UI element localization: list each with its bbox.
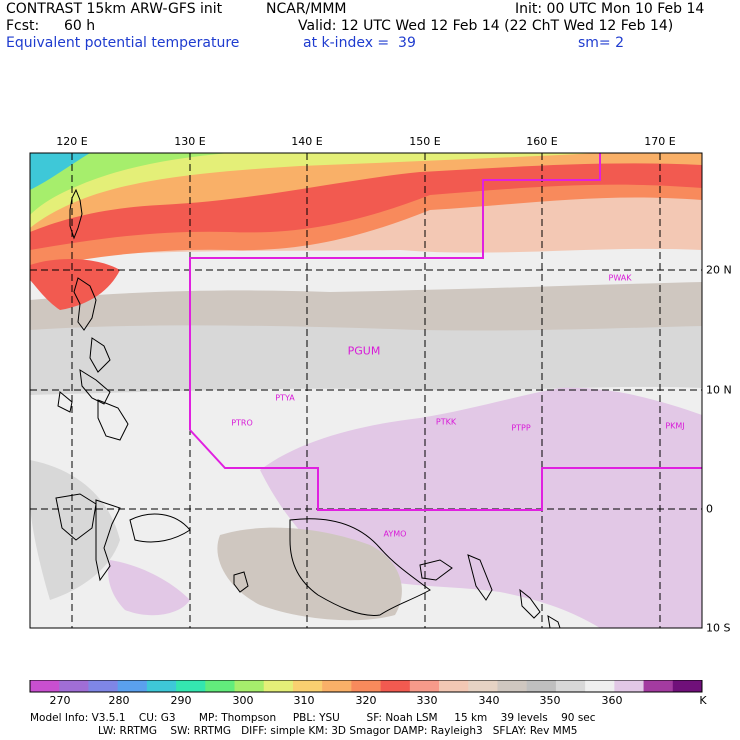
model-info-line2: LW: RRTMG SW: RRTMG DIFF: simple KM: 3D …: [98, 725, 578, 737]
center-name: NCAR/MMM: [266, 1, 347, 17]
lon-label-160e: 160 E: [526, 135, 558, 148]
lat-label-10s: 10 S: [706, 621, 731, 635]
colorbar-cell: [643, 680, 674, 692]
forecast-label: Fcst:: [6, 18, 40, 34]
colorbar-cell: [205, 680, 236, 692]
colorbar-cell: [468, 680, 498, 692]
coastlines: [55, 188, 561, 629]
lon-label-120e: 120 E: [56, 135, 88, 148]
colorbar-cell: [117, 680, 148, 692]
colorbar-cell: [497, 680, 528, 692]
station-pgum: PGUM: [347, 344, 381, 358]
colorbar-label-340: 340: [478, 694, 500, 707]
lon-label-130e: 130 E: [174, 135, 206, 148]
colorbar-label-310: 310: [293, 694, 315, 707]
field-name: Equivalent potential temperature: [6, 35, 240, 51]
colorbar-cell: [263, 680, 294, 692]
station-ptkk: PTKK: [435, 417, 457, 427]
map-frame: [29, 152, 703, 629]
colorbar-cell: [439, 680, 469, 692]
station-aymo: AYMO: [383, 529, 407, 539]
colorbar-cell: [59, 680, 89, 692]
station-pwak: PWAK: [608, 273, 632, 283]
graticule: [30, 153, 702, 628]
colorbar-cell: [30, 680, 60, 692]
colorbar-cell: [585, 680, 615, 692]
station-pkmj: PKMJ: [665, 421, 685, 431]
colorbar-cell: [526, 680, 557, 692]
colorbar-cell: [146, 680, 177, 692]
colorbar-cell: [672, 680, 703, 692]
level-info: at k-index = 39: [303, 35, 416, 51]
colorbar-cell: [380, 680, 411, 692]
inner-domain-boundary-south: [189, 429, 702, 511]
colorbar-unit: K: [699, 694, 707, 707]
colorbar-cell: [176, 680, 206, 692]
colorbar-label-350: 350: [539, 694, 561, 707]
colorbar-cell: [555, 680, 586, 692]
lat-label-equator: 0: [706, 502, 713, 516]
colorbar-frame: [29, 680, 703, 693]
lon-label-170e: 170 E: [644, 135, 676, 148]
colorbar-label-360: 360: [601, 694, 623, 707]
station-ptya: PTYA: [275, 393, 295, 403]
colorbar-label-270: 270: [49, 694, 71, 707]
colorbar-label-280: 280: [108, 694, 130, 707]
colorbar-cell: [234, 680, 265, 692]
colorbar-cell: [409, 680, 440, 692]
valid-time: Valid: 12 UTC Wed 12 Feb 14 (22 ChT Wed …: [298, 18, 674, 34]
model-info-line1: Model Info: V3.5.1 CU: G3 MP: Thompson P…: [30, 712, 596, 724]
inner-domain-boundary: [189, 153, 601, 430]
lat-label-20n: 20 N: [706, 263, 732, 277]
lat-label-10n: 10 N: [706, 383, 732, 397]
lon-label-150e: 150 E: [409, 135, 441, 148]
lon-label-140e: 140 E: [291, 135, 323, 148]
colorbar-label-320: 320: [355, 694, 377, 707]
station-ptro: PTRO: [231, 418, 253, 428]
colorbar-label-330: 330: [416, 694, 438, 707]
forecast-hour: 60 h: [64, 18, 96, 34]
station-ptpp: PTPP: [511, 423, 531, 433]
colorbar-cell: [88, 680, 119, 692]
smoothing-info: sm= 2: [578, 35, 625, 51]
colorbar-cell: [351, 680, 382, 692]
colorbar-cell: [614, 680, 645, 692]
colorbar: [29, 680, 703, 693]
colorbar-cell: [322, 680, 352, 692]
colorbar-cell: [292, 680, 323, 692]
colorbar-label-290: 290: [170, 694, 192, 707]
model-title: CONTRAST 15km ARW-GFS init: [6, 1, 223, 17]
init-time: Init: 00 UTC Mon 10 Feb 14: [515, 1, 705, 17]
colorbar-label-300: 300: [232, 694, 254, 707]
